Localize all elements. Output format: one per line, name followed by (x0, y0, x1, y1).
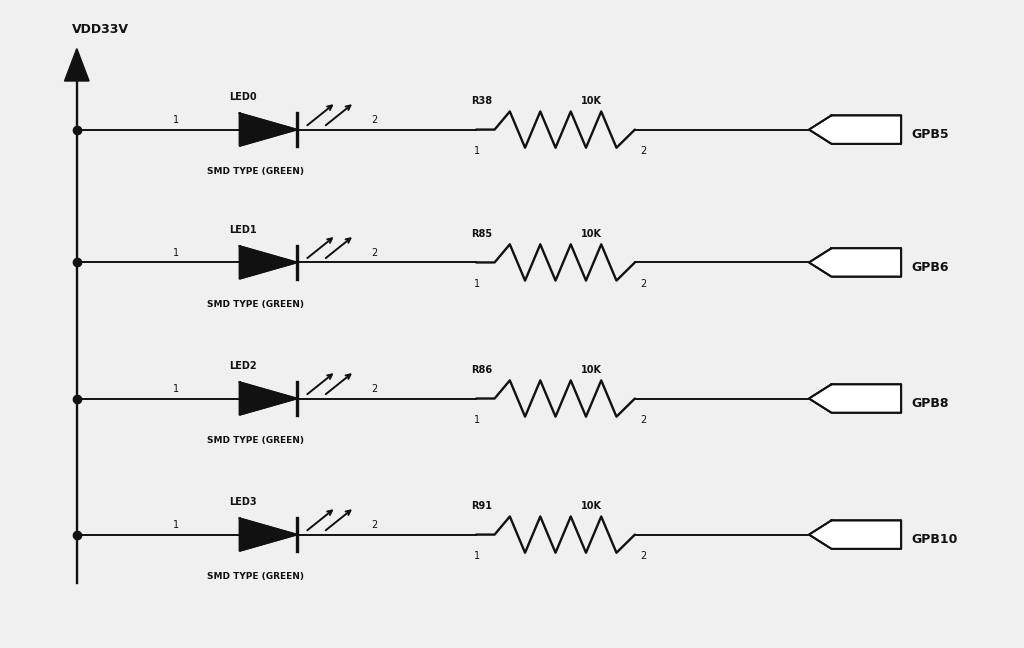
Polygon shape (809, 520, 901, 549)
Text: 1: 1 (474, 279, 480, 289)
Polygon shape (240, 113, 297, 146)
Text: 2: 2 (372, 115, 378, 125)
Polygon shape (809, 115, 901, 144)
Text: SMD TYPE (GREEN): SMD TYPE (GREEN) (207, 167, 304, 176)
Text: 10K: 10K (582, 501, 602, 511)
Text: 2: 2 (372, 384, 378, 394)
Text: VDD33V: VDD33V (72, 23, 129, 36)
Text: LED2: LED2 (229, 361, 257, 371)
Text: 1: 1 (474, 551, 480, 561)
Text: 1: 1 (474, 146, 480, 156)
Polygon shape (240, 382, 297, 415)
Text: 2: 2 (372, 520, 378, 530)
Text: 1: 1 (173, 248, 179, 258)
Text: LED3: LED3 (229, 497, 257, 507)
Text: 2: 2 (640, 279, 646, 289)
Text: 2: 2 (640, 551, 646, 561)
Text: R91: R91 (471, 501, 493, 511)
Text: GPB6: GPB6 (911, 261, 949, 274)
Text: LED0: LED0 (229, 92, 257, 102)
Text: SMD TYPE (GREEN): SMD TYPE (GREEN) (207, 435, 304, 445)
Polygon shape (65, 49, 89, 81)
Text: SMD TYPE (GREEN): SMD TYPE (GREEN) (207, 299, 304, 308)
Polygon shape (809, 384, 901, 413)
Text: 10K: 10K (582, 96, 602, 106)
Polygon shape (240, 246, 297, 279)
Text: 1: 1 (173, 384, 179, 394)
Text: 10K: 10K (582, 365, 602, 375)
Text: R85: R85 (471, 229, 493, 238)
Text: R86: R86 (471, 365, 493, 375)
Text: GPB10: GPB10 (911, 533, 957, 546)
Text: LED1: LED1 (229, 225, 257, 235)
Text: GPB5: GPB5 (911, 128, 949, 141)
Text: 1: 1 (474, 415, 480, 425)
Text: 2: 2 (640, 415, 646, 425)
Text: 2: 2 (372, 248, 378, 258)
Text: 1: 1 (173, 115, 179, 125)
Text: SMD TYPE (GREEN): SMD TYPE (GREEN) (207, 572, 304, 581)
Polygon shape (809, 248, 901, 277)
Polygon shape (240, 518, 297, 551)
Text: R38: R38 (471, 96, 493, 106)
Text: GPB8: GPB8 (911, 397, 949, 410)
Text: 2: 2 (640, 146, 646, 156)
Text: 1: 1 (173, 520, 179, 530)
Text: 10K: 10K (582, 229, 602, 238)
